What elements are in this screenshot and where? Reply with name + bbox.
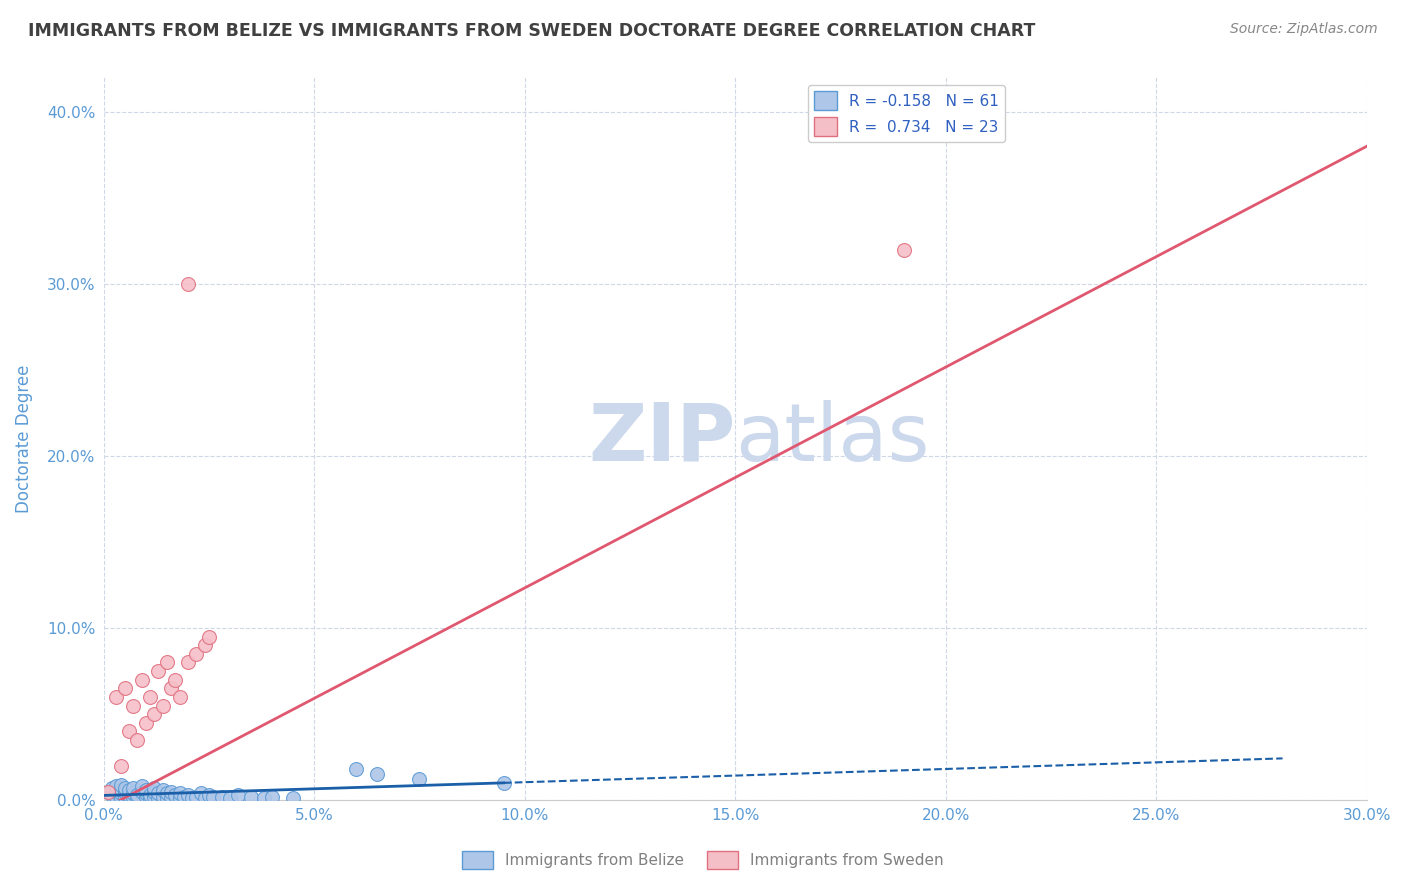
Point: [156, 786, 179, 800]
Y-axis label: Doctorate Degree: Doctorate Degree: [15, 365, 32, 513]
Point: [135, 789, 157, 804]
Point: [344, 762, 367, 776]
Point: [131, 784, 153, 798]
Legend: R = -0.158   N = 61, R =  0.734   N = 23: R = -0.158 N = 61, R = 0.734 N = 23: [808, 85, 1005, 142]
Point: [110, 791, 132, 805]
Point: [160, 789, 183, 804]
Point: [110, 778, 132, 792]
Point: [114, 789, 136, 804]
Point: [148, 664, 170, 678]
Point: [118, 782, 141, 797]
Point: [186, 647, 208, 661]
Point: [139, 788, 162, 802]
Point: [165, 673, 187, 687]
Point: [101, 781, 124, 796]
Text: ZIP: ZIP: [588, 400, 735, 478]
Point: [114, 781, 136, 796]
Point: [253, 791, 276, 805]
Point: [190, 786, 212, 800]
Point: [366, 767, 388, 781]
Point: [148, 786, 170, 800]
Point: [114, 681, 136, 696]
Text: atlas: atlas: [735, 400, 929, 478]
Point: [127, 788, 149, 802]
Point: [165, 788, 187, 802]
Point: [202, 789, 225, 804]
Point: [169, 690, 191, 704]
Point: [283, 791, 305, 805]
Point: [139, 690, 162, 704]
Text: Source: ZipAtlas.com: Source: ZipAtlas.com: [1230, 22, 1378, 37]
Point: [131, 780, 153, 794]
Point: [131, 673, 153, 687]
Point: [135, 786, 157, 800]
Point: [135, 715, 157, 730]
Point: [118, 791, 141, 805]
Point: [173, 789, 195, 804]
Point: [105, 780, 128, 794]
Point: [122, 789, 145, 804]
Point: [143, 707, 166, 722]
Point: [211, 789, 233, 804]
Point: [152, 782, 174, 797]
Point: [194, 638, 217, 652]
Point: [148, 791, 170, 805]
Point: [143, 781, 166, 796]
Point: [122, 698, 145, 713]
Point: [169, 791, 191, 805]
Point: [228, 788, 250, 802]
Point: [240, 789, 263, 804]
Point: [160, 784, 183, 798]
Point: [97, 784, 120, 798]
Point: [156, 656, 179, 670]
Point: [198, 630, 221, 644]
Point: [143, 784, 166, 798]
Point: [408, 772, 430, 787]
Point: [219, 791, 242, 805]
Point: [186, 789, 208, 804]
Point: [177, 656, 200, 670]
Point: [156, 791, 179, 805]
Legend: Immigrants from Belize, Immigrants from Sweden: Immigrants from Belize, Immigrants from …: [457, 845, 949, 875]
Point: [177, 788, 200, 802]
Point: [194, 791, 217, 805]
Point: [152, 698, 174, 713]
Point: [122, 786, 145, 800]
Point: [105, 690, 128, 704]
Point: [492, 776, 515, 790]
Point: [198, 788, 221, 802]
Point: [101, 788, 124, 802]
Point: [169, 786, 191, 800]
Point: [181, 791, 204, 805]
Point: [893, 243, 915, 257]
Point: [177, 277, 200, 291]
Point: [127, 733, 149, 747]
Point: [105, 789, 128, 804]
Point: [160, 681, 183, 696]
Point: [143, 789, 166, 804]
Point: [262, 789, 284, 804]
Point: [139, 791, 162, 805]
Point: [110, 782, 132, 797]
Point: [118, 788, 141, 802]
Point: [152, 789, 174, 804]
Point: [110, 758, 132, 772]
Point: [118, 724, 141, 739]
Point: [122, 781, 145, 796]
Point: [105, 784, 128, 798]
Point: [127, 791, 149, 805]
Text: IMMIGRANTS FROM BELIZE VS IMMIGRANTS FROM SWEDEN DOCTORATE DEGREE CORRELATION CH: IMMIGRANTS FROM BELIZE VS IMMIGRANTS FRO…: [28, 22, 1035, 40]
Point: [97, 784, 120, 798]
Point: [114, 784, 136, 798]
Point: [110, 786, 132, 800]
Point: [135, 782, 157, 797]
